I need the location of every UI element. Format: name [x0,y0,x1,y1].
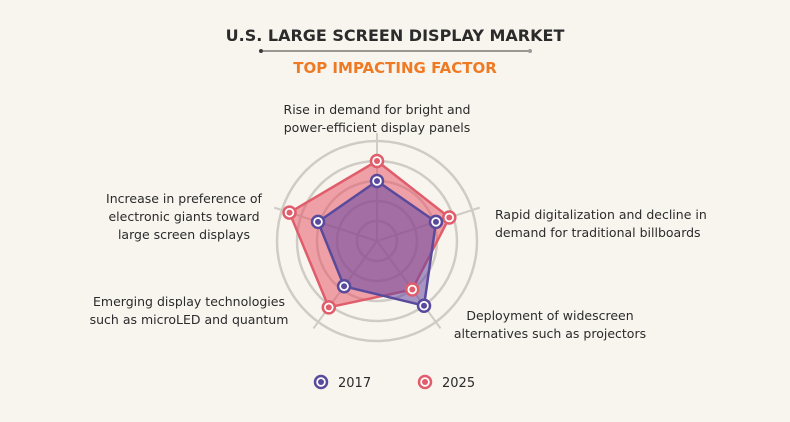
axis-label-line: Emerging display technologies [93,294,285,309]
series-area-2017 [316,179,438,307]
legend-label: 2025 [442,376,475,391]
axis-label: Rise in demand for bright and power-effic… [284,102,471,135]
chart-subtitle: TOP IMPACTING FACTOR [293,59,497,77]
axis-label: Rapid digitalization and decline in deman… [495,207,707,240]
axis-label: Deployment of widescreen alternatives suc… [454,308,646,341]
axis-label-line: electronic giants toward [108,209,259,224]
data-point-2025 [282,205,297,220]
data-point-2025 [369,153,385,169]
title-divider [259,49,532,53]
axis-label: Emerging display technologies such as mic… [90,294,289,327]
axis-label-line: alternatives such as projectors [454,326,646,341]
data-point-2017 [416,298,432,313]
data-point-2017 [310,214,326,230]
axis-label-line: such as microLED and quantum [90,312,289,327]
data-point-2025 [442,210,457,225]
axis-label-line: Increase in preference of [106,191,262,206]
data-point-2017 [428,214,444,230]
axis-label-line: demand for traditional billboards [495,225,701,240]
axis-label-line: Rise in demand for bright and [284,102,471,117]
legend-item-2025: 2025 [417,374,475,391]
data-point-2017 [336,279,352,294]
axis-label-line: Rapid digitalization and decline in [495,207,707,222]
axis-label-line: Deployment of widescreen [466,308,633,323]
axis-labels: Rise in demand for bright and power-effic… [90,102,707,341]
chart-title: U.S. LARGE SCREEN DISPLAY MARKET [226,26,565,45]
legend: 2017 2025 [313,374,475,391]
data-point-2017 [369,173,385,189]
radar-series [282,153,457,315]
legend-item-2017: 2017 [313,374,371,391]
data-point-2025 [321,300,337,315]
legend-label: 2017 [338,376,371,391]
axis-label-line: large screen displays [118,227,250,242]
axis-label: Increase in preference of electronic gian… [106,191,262,242]
axis-label-line: power-efficient display panels [284,120,471,135]
data-point-2025 [405,282,420,297]
